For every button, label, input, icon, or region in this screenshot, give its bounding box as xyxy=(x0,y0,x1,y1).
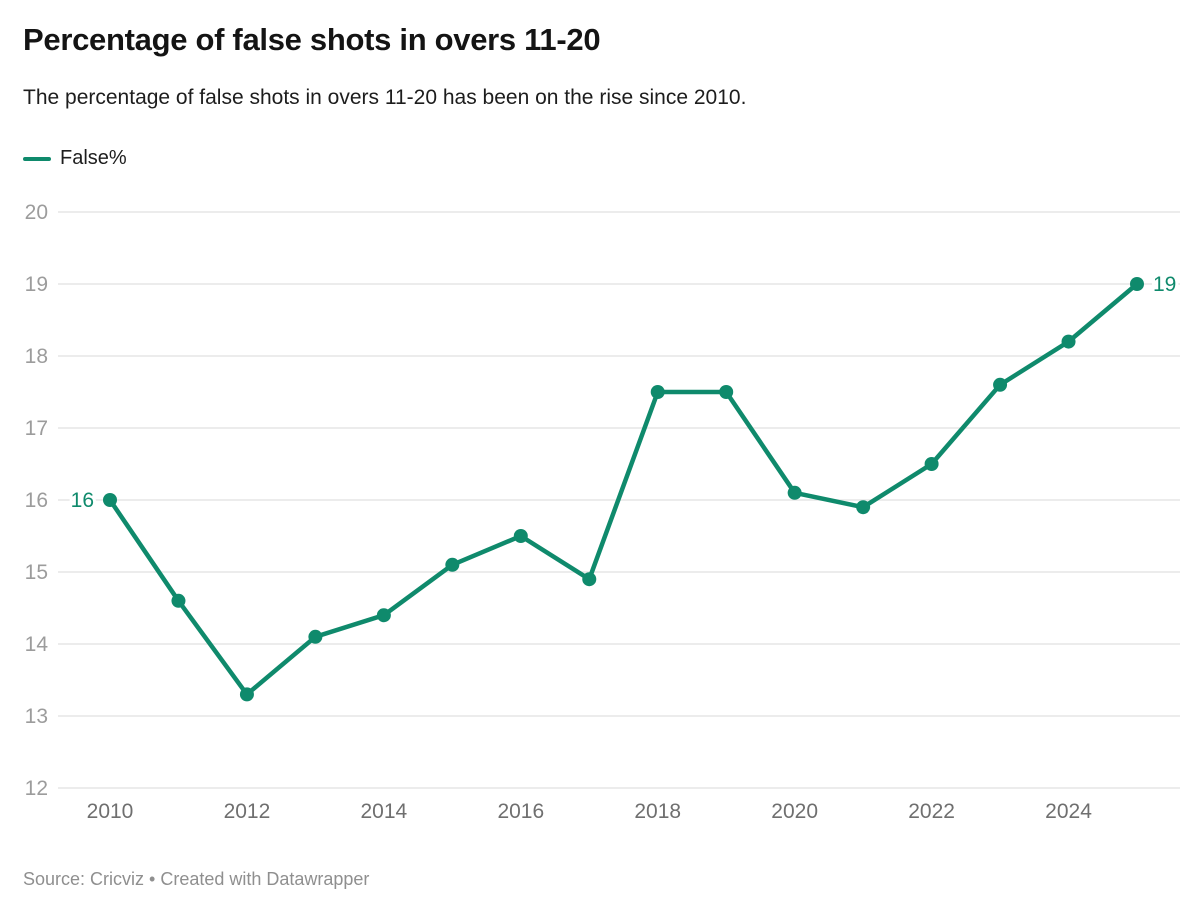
chart-subtitle: The percentage of false shots in overs 1… xyxy=(23,86,747,109)
data-point[interactable] xyxy=(445,557,460,572)
legend-series-label: False% xyxy=(60,147,127,169)
data-point[interactable] xyxy=(582,572,597,587)
data-point[interactable] xyxy=(513,529,528,543)
y-tick-label: 18 xyxy=(25,345,48,368)
y-tick-label: 15 xyxy=(25,561,48,584)
y-tick-label: 20 xyxy=(25,201,48,224)
line-chart[interactable]: 12 13 14 15 16 17 18 19 20 2010 2012 2014 2016 2018 20… xyxy=(0,190,1200,850)
data-point[interactable] xyxy=(787,485,802,500)
data-point[interactable] xyxy=(719,385,734,399)
y-tick-label: 16 xyxy=(25,489,48,512)
page-title: Percentage of false shots in overs 11-20 xyxy=(23,22,601,57)
x-tick-label: 2018 xyxy=(634,800,681,823)
y-tick-label: 12 xyxy=(25,777,48,800)
point-label-last: 19 xyxy=(1153,273,1176,296)
chart-legend: False% xyxy=(23,147,127,170)
point-label-first: 16 xyxy=(71,489,94,512)
source-attribution: Source: Cricviz • Created with Datawrapp… xyxy=(23,869,370,889)
x-tick-label: 2024 xyxy=(1045,800,1092,823)
data-point[interactable] xyxy=(171,593,186,608)
data-point[interactable] xyxy=(376,608,391,623)
data-point[interactable] xyxy=(856,500,871,515)
x-tick-label: 2010 xyxy=(87,800,134,823)
y-tick-label: 14 xyxy=(25,633,49,656)
data-point[interactable] xyxy=(993,377,1008,392)
y-tick-label: 19 xyxy=(25,273,48,296)
legend-line-swatch-icon xyxy=(23,156,51,161)
y-tick-label: 17 xyxy=(25,417,48,440)
data-point[interactable] xyxy=(308,629,323,644)
data-point[interactable] xyxy=(1130,277,1145,291)
data-point[interactable] xyxy=(239,687,254,702)
x-tick-label: 2012 xyxy=(224,800,271,823)
x-tick-label: 2020 xyxy=(771,800,818,823)
data-point[interactable] xyxy=(1061,334,1076,349)
x-tick-label: 2014 xyxy=(361,800,408,823)
data-point[interactable] xyxy=(103,493,117,507)
data-point[interactable] xyxy=(650,385,665,399)
data-point[interactable] xyxy=(924,457,939,471)
x-tick-label: 2016 xyxy=(497,800,544,823)
y-tick-label: 13 xyxy=(25,705,48,728)
data-line-false-percent xyxy=(107,281,1140,697)
x-tick-label: 2022 xyxy=(908,800,955,823)
